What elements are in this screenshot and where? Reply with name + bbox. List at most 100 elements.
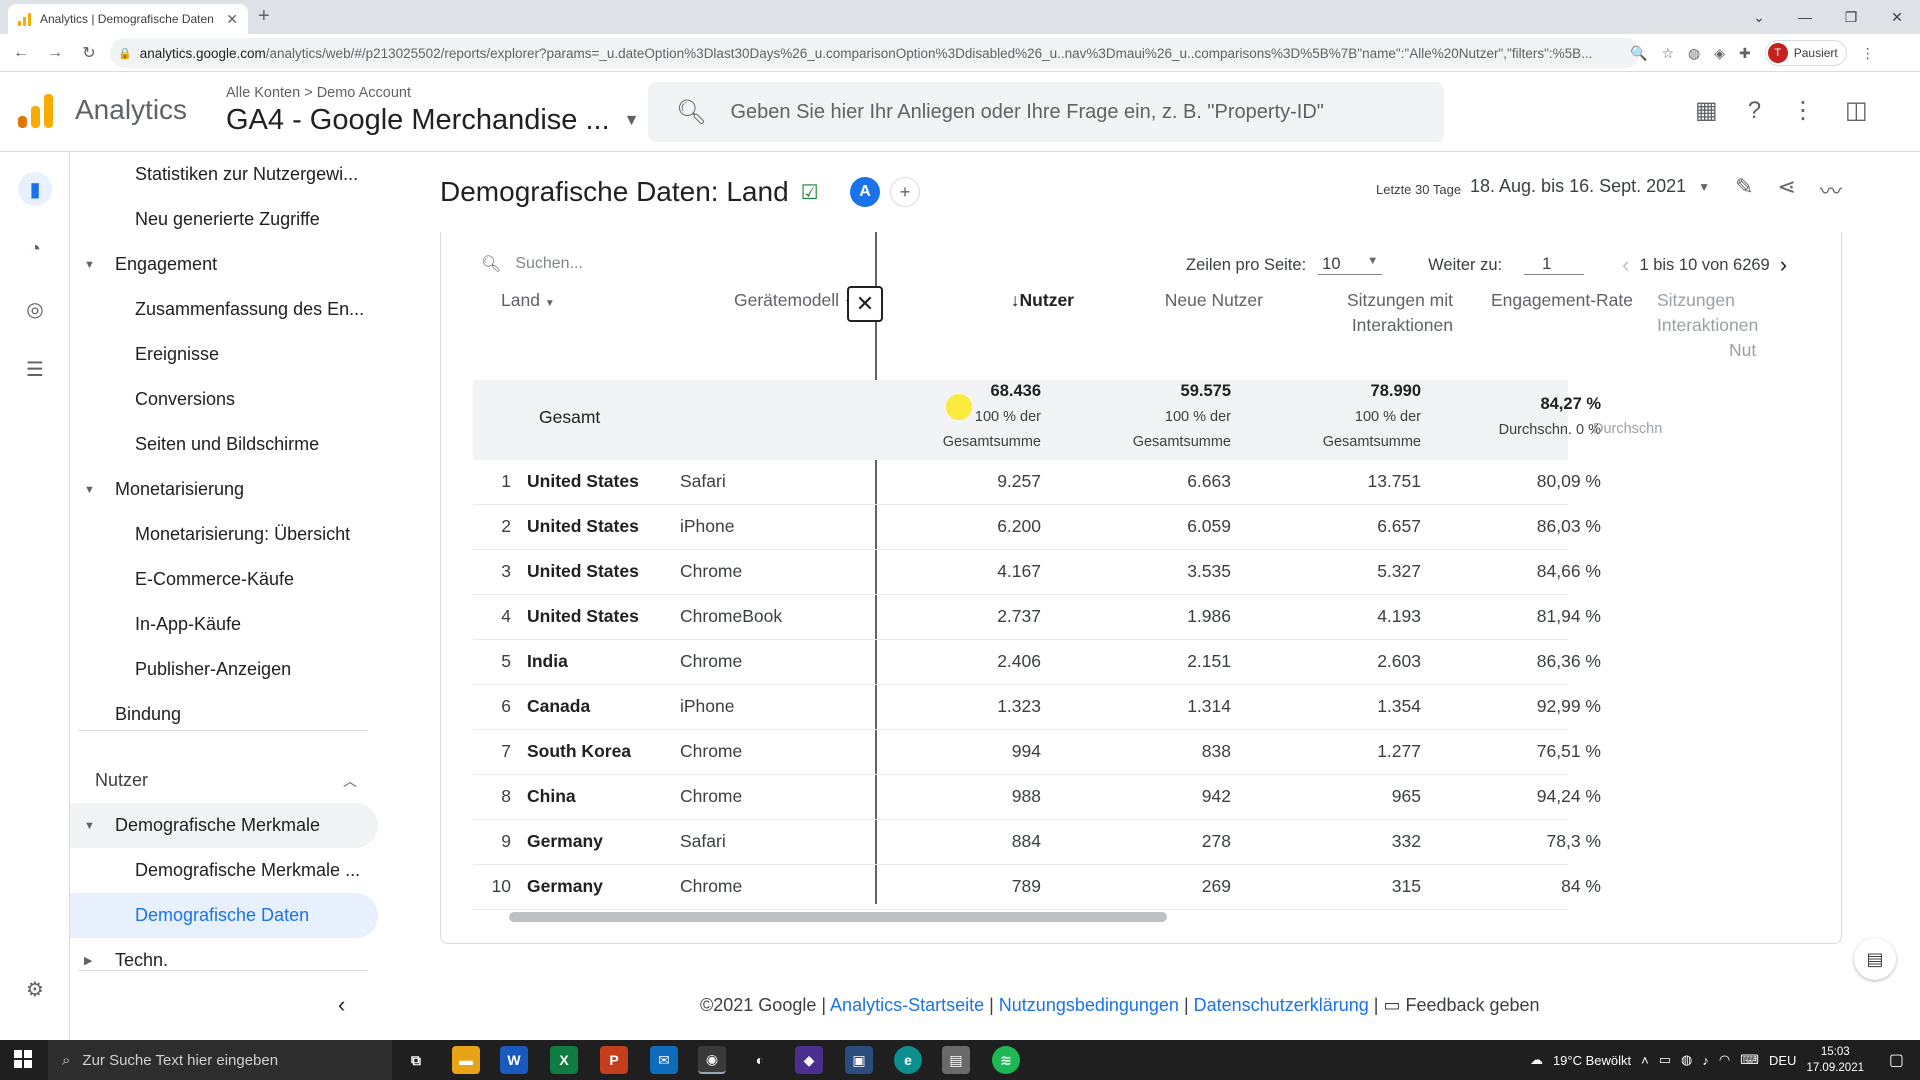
battery-icon[interactable]: ▭ bbox=[1658, 1052, 1672, 1067]
reports-icon[interactable]: ▮ bbox=[18, 172, 52, 206]
table-search-input[interactable]: 🔍︎ Suchen... bbox=[481, 254, 583, 274]
table-row[interactable]: 9 Germany Safari 884 278 332 78,3 % bbox=[473, 820, 1601, 865]
advertising-icon[interactable]: ◎ bbox=[26, 298, 44, 321]
app-icon[interactable]: ▤ bbox=[942, 1046, 970, 1074]
nav-item[interactable]: Neu generierte Zugriffe bbox=[135, 197, 320, 242]
nav-item[interactable]: E-Commerce-Käufe bbox=[135, 557, 294, 602]
customize-report-icon[interactable]: ✎ bbox=[1735, 174, 1754, 199]
extension-icon[interactable]: ◈ bbox=[1714, 44, 1725, 61]
spotify-icon[interactable]: ≋ bbox=[992, 1046, 1020, 1074]
privacy-link[interactable]: Datenschutzerklärung bbox=[1193, 995, 1369, 1015]
nav-item-bindung[interactable]: Bindung bbox=[115, 692, 181, 737]
forward-icon[interactable]: → bbox=[47, 43, 63, 61]
feedback-link[interactable]: Feedback geben bbox=[1405, 995, 1540, 1015]
keyboard-icon[interactable]: ⌨ bbox=[1740, 1052, 1759, 1067]
mail-icon[interactable]: ✉ bbox=[650, 1046, 678, 1074]
zoom-icon[interactable]: 🔍 bbox=[1630, 44, 1648, 61]
apps-grid-icon[interactable]: ▦ bbox=[1695, 97, 1718, 124]
nav-item[interactable]: Zusammenfassung des En... bbox=[135, 287, 364, 332]
comparison-avatar[interactable]: A bbox=[850, 177, 880, 207]
profile-button[interactable]: T Pausiert bbox=[1764, 40, 1847, 66]
url-field[interactable]: 🔒 analytics.google.com /analytics/web/#/… bbox=[110, 38, 1640, 68]
col-header-land[interactable]: Land ▼ bbox=[501, 288, 555, 316]
nav-item[interactable]: Conversions bbox=[135, 377, 235, 422]
add-comparison-icon[interactable]: + bbox=[890, 177, 920, 207]
notifications-icon[interactable]: ▢ bbox=[1888, 1052, 1904, 1069]
browser-tab[interactable]: Analytics | Demografische Daten ✕ bbox=[8, 4, 248, 34]
nav-group-monetarisierung[interactable]: ▼ Monetarisierung bbox=[70, 467, 370, 512]
clock[interactable]: 15:03 17.09.2021 bbox=[1806, 1044, 1864, 1076]
col-header-engagement-rate[interactable]: Engagement-Rate bbox=[1451, 288, 1633, 313]
task-view-icon[interactable]: ⧉ bbox=[411, 1051, 421, 1068]
profile-dropdown-icon[interactable]: ⌄ bbox=[1753, 8, 1765, 25]
tray-chevron-icon[interactable]: ˄ bbox=[1641, 1052, 1649, 1068]
app-icon[interactable]: ▣ bbox=[845, 1046, 873, 1074]
configure-icon[interactable]: ☰ bbox=[26, 358, 44, 381]
analytics-home-link[interactable]: Analytics-Startseite bbox=[830, 995, 985, 1015]
close-tab-icon[interactable]: ✕ bbox=[226, 10, 238, 27]
new-tab-button[interactable]: + bbox=[258, 5, 270, 27]
close-window-icon[interactable]: ✕ bbox=[1891, 8, 1903, 25]
more-vert-icon[interactable]: ⋮ bbox=[1791, 97, 1816, 124]
terms-link[interactable]: Nutzungsbedingungen bbox=[998, 995, 1179, 1015]
nav-item[interactable]: Seiten und Bildschirme bbox=[135, 422, 319, 467]
rows-per-page-select[interactable]: 10 ▼ bbox=[1318, 255, 1383, 275]
nav-item[interactable]: Monetarisierung: Übersicht bbox=[135, 512, 350, 557]
weather-text[interactable]: 19°C Bewölkt bbox=[1552, 1052, 1632, 1068]
nav-section-nutzer[interactable]: Nutzer ︿ bbox=[95, 758, 375, 803]
app-icon[interactable]: ◆ bbox=[795, 1046, 823, 1074]
browser-menu-icon[interactable]: ⋮ bbox=[1860, 44, 1875, 61]
property-selector[interactable]: GA4 - Google Merchandise ... ▼ bbox=[226, 104, 639, 137]
bookmark-star-icon[interactable]: ☆ bbox=[1661, 44, 1674, 61]
extension-icon[interactable]: ◍ bbox=[1688, 44, 1701, 61]
table-row[interactable]: 6 Canada iPhone 1.323 1.314 1.354 92,99 % bbox=[473, 685, 1601, 730]
nav-item[interactable]: Ereignisse bbox=[135, 332, 219, 377]
nav-item[interactable]: Statistiken zur Nutzergewi... bbox=[135, 152, 358, 197]
chrome-icon[interactable]: ◉ bbox=[698, 1046, 726, 1074]
col-header-sitzungen[interactable]: Sitzungen mit Interaktionen bbox=[1261, 288, 1453, 338]
table-row[interactable]: 4 United States ChromeBook 2.737 1.986 4.193 8… bbox=[473, 595, 1601, 640]
edge-icon[interactable]: e bbox=[894, 1046, 922, 1074]
back-icon[interactable]: ← bbox=[13, 43, 29, 61]
nav-item[interactable]: Demografische Merkmale ... bbox=[135, 848, 360, 893]
file-explorer-icon[interactable]: ▬ bbox=[452, 1046, 480, 1074]
col-header-neue-nutzer[interactable]: Neue Nutzer bbox=[1061, 288, 1263, 313]
powerpoint-icon[interactable]: P bbox=[600, 1046, 628, 1074]
excel-icon[interactable]: X bbox=[550, 1046, 578, 1074]
nav-group-techn[interactable]: ▶ Techn. bbox=[70, 938, 370, 983]
table-row[interactable]: 10 Germany Chrome 789 269 315 84 % bbox=[473, 865, 1601, 910]
maximize-icon[interactable]: ❐ bbox=[1844, 8, 1858, 25]
col-header-geraetemodell[interactable]: Gerätemodell ▼ bbox=[734, 288, 854, 316]
insights-icon[interactable]: 〰 bbox=[1819, 179, 1842, 204]
table-row[interactable]: 5 India Chrome 2.406 2.151 2.603 86,36 % bbox=[473, 640, 1601, 685]
nav-item[interactable]: In-App-Käufe bbox=[135, 602, 241, 647]
search-input[interactable]: 🔍︎ Geben Sie hier Ihr Anliegen oder Ihre… bbox=[648, 82, 1444, 142]
col-header-cut[interactable]: Sitzungen Interaktionen Nut bbox=[1657, 288, 1767, 363]
puzzle-icon[interactable]: ✚ bbox=[1739, 44, 1751, 61]
minimize-icon[interactable]: — bbox=[1798, 9, 1812, 25]
table-row[interactable]: 3 United States Chrome 4.167 3.535 5.327 84,66… bbox=[473, 550, 1601, 595]
table-row[interactable]: 2 United States iPhone 6.200 6.059 6.657 86,03… bbox=[473, 505, 1601, 550]
obs-icon[interactable]: ◐ bbox=[755, 1052, 765, 1068]
taskbar-search-input[interactable]: ⌕ Zur Suche Text hier eingeben bbox=[48, 1040, 392, 1080]
volume-icon[interactable]: ♪ bbox=[1702, 1052, 1709, 1068]
windows-start-icon[interactable] bbox=[14, 1050, 32, 1068]
remove-dimension-icon[interactable]: ✕ bbox=[847, 286, 883, 322]
reload-icon[interactable]: ↻ bbox=[82, 44, 96, 62]
goto-page-input[interactable]: 1 bbox=[1524, 255, 1585, 275]
prev-page-icon[interactable]: ‹ bbox=[1622, 252, 1630, 277]
share-icon[interactable]: ⋖ bbox=[1777, 174, 1796, 199]
table-row[interactable]: 8 China Chrome 988 942 965 94,24 % bbox=[473, 775, 1601, 820]
account-avatar-icon[interactable]: ◫ bbox=[1845, 97, 1868, 124]
help-icon[interactable]: ? bbox=[1747, 96, 1762, 124]
next-page-icon[interactable]: › bbox=[1779, 252, 1788, 277]
nav-group-demografische-merkmale[interactable]: ▼ Demografische Merkmale bbox=[70, 803, 378, 848]
saved-report-icon[interactable]: ☑ bbox=[800, 181, 819, 204]
table-row[interactable]: 7 South Korea Chrome 994 838 1.277 76,51 % bbox=[473, 730, 1601, 775]
collapse-nav-icon[interactable]: ‹ bbox=[338, 992, 346, 1017]
breadcrumb[interactable]: Alle Konten > Demo Account bbox=[226, 85, 411, 101]
nav-group-engagement[interactable]: ▼ Engagement bbox=[70, 242, 370, 287]
network-icon[interactable]: ◍ bbox=[1681, 1052, 1693, 1067]
horizontal-scrollbar[interactable] bbox=[509, 912, 1167, 922]
col-header-nutzer[interactable]: ↓Nutzer bbox=[861, 288, 1074, 313]
